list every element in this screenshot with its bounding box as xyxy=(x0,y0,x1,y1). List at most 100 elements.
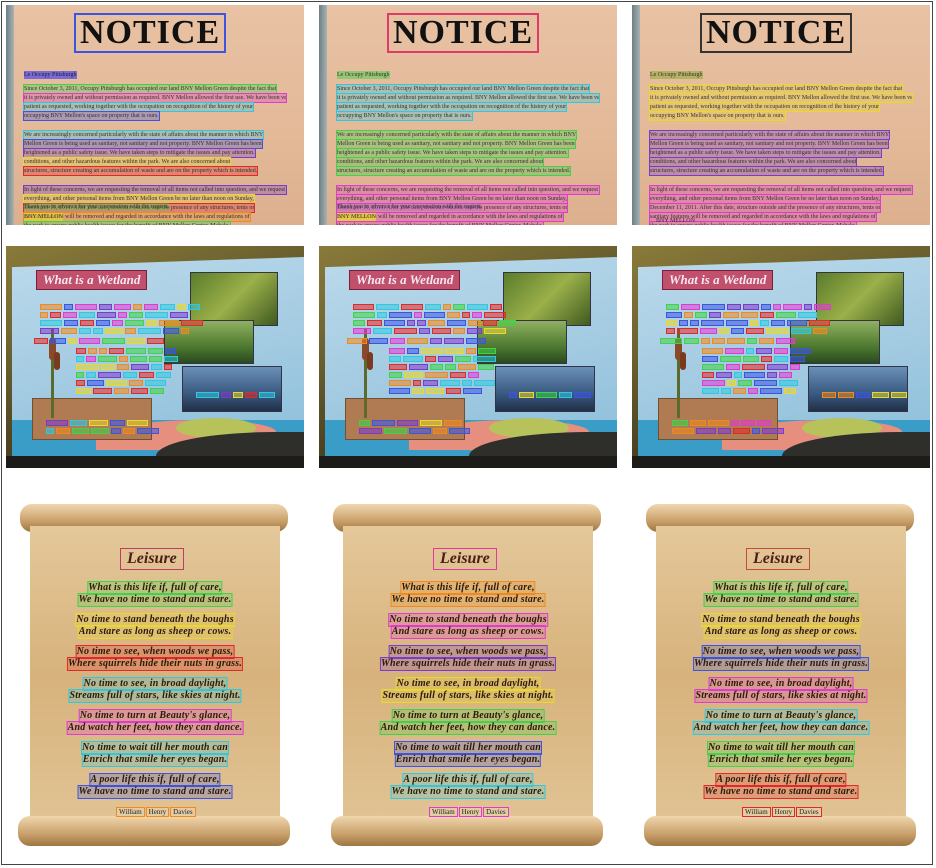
word-box xyxy=(389,364,407,370)
word-box xyxy=(409,428,431,434)
poem-line: Streams full of stars, like skies at nig… xyxy=(694,689,868,703)
word-box xyxy=(181,320,203,326)
scroll-panel-1: Leisure What is this life if, full of ca… xyxy=(6,498,304,860)
word-box xyxy=(137,428,159,434)
word-box xyxy=(259,392,275,398)
word-box xyxy=(672,420,688,426)
signature: BNY MELLON xyxy=(24,213,63,221)
word-box xyxy=(133,304,142,310)
word-box xyxy=(787,320,807,326)
word-box xyxy=(91,428,109,434)
word-box xyxy=(771,320,785,326)
word-box xyxy=(147,338,164,344)
word-box xyxy=(164,356,178,362)
word-box xyxy=(559,392,572,398)
poem-line: And watch her feet, how they can dance. xyxy=(692,721,870,735)
word-box xyxy=(791,328,811,334)
poem-line: No time to stand beneath the boughs xyxy=(701,613,861,627)
word-box xyxy=(760,320,769,326)
word-box xyxy=(118,312,127,318)
notice-line: heightened as a public safety issue. We … xyxy=(23,148,256,158)
word-box xyxy=(702,348,723,354)
word-box xyxy=(684,312,693,318)
word-box xyxy=(702,372,714,378)
photo-grass xyxy=(816,272,904,326)
notice-line: everything, and other personal items fro… xyxy=(336,194,568,204)
poem-line: And watch her feet, how they can dance. xyxy=(66,721,244,735)
notice-line: In light of these concerns, we are reque… xyxy=(23,185,287,195)
word-box xyxy=(813,328,827,334)
notice-line: sanitary features will be removed and re… xyxy=(23,212,251,222)
poem-line: Streams full of stars, like skies at nig… xyxy=(381,689,555,703)
word-box xyxy=(701,338,710,344)
word-box xyxy=(666,304,679,310)
greeting: Le Occupy Pittsburgh xyxy=(337,71,390,79)
thanks-text: Thank you in advance for your cooperatio… xyxy=(24,203,170,211)
poem-title: Leisure xyxy=(120,548,184,570)
poem-line: Where squirrels hide their nuts in grass… xyxy=(379,657,557,671)
word-box xyxy=(177,304,186,310)
word-box xyxy=(684,338,699,344)
word-box xyxy=(389,372,402,378)
poem-line: And watch her feet, how they can dance. xyxy=(379,721,557,735)
word-box xyxy=(110,420,125,426)
word-box xyxy=(458,364,476,370)
word-box xyxy=(696,428,716,434)
word-box xyxy=(89,420,108,426)
word-box xyxy=(98,372,121,378)
word-box xyxy=(404,372,423,378)
word-box xyxy=(790,348,811,354)
word-box xyxy=(127,420,148,426)
word-box xyxy=(747,338,757,344)
notice-line: Mellon Green is being used as sanitary, … xyxy=(336,139,576,149)
word-box xyxy=(377,312,387,318)
word-box xyxy=(125,320,144,326)
word-box xyxy=(767,372,777,378)
notice-title: NOTICE xyxy=(387,13,540,53)
word-box xyxy=(453,304,465,310)
word-box xyxy=(499,320,516,326)
notice-line: In light of these concerns, we are reque… xyxy=(336,185,600,195)
word-box xyxy=(425,356,436,362)
scroll-panel-2: Leisure What is this life if, full of ca… xyxy=(319,498,617,860)
word-box xyxy=(679,320,688,326)
word-box xyxy=(87,380,104,386)
photo-swamp xyxy=(495,366,595,412)
word-box xyxy=(760,388,782,394)
photo-pond xyxy=(790,320,880,364)
word-box xyxy=(681,304,700,310)
word-box xyxy=(151,364,162,370)
word-box xyxy=(467,328,482,334)
word-box xyxy=(741,312,758,318)
photo-grass xyxy=(503,272,591,326)
word-box xyxy=(726,364,740,370)
poem-line: And stare as long as sheep or cows. xyxy=(703,625,859,639)
word-box xyxy=(430,364,443,370)
word-box xyxy=(702,304,725,310)
word-box xyxy=(462,312,470,318)
word-box xyxy=(891,392,907,398)
poem-line: No time to see, when woods we pass, xyxy=(701,645,861,659)
word-box xyxy=(766,328,789,334)
word-box xyxy=(872,392,889,398)
poem-line: No time to see, in broad daylight, xyxy=(708,677,854,691)
word-box xyxy=(79,312,95,318)
word-box xyxy=(347,338,367,344)
poem-line: No time to turn at Beauty's glance, xyxy=(391,709,545,723)
word-box xyxy=(376,304,399,310)
word-box xyxy=(196,392,219,398)
word-box xyxy=(131,364,149,370)
word-box xyxy=(677,328,698,334)
word-box xyxy=(86,356,96,362)
poem-line: We have no time to stand and stare. xyxy=(77,593,233,607)
word-box xyxy=(779,380,798,386)
poem-line: Enrich that smile her eyes began. xyxy=(394,753,542,767)
greeting: Le Occupy Pittsburgh xyxy=(24,71,77,79)
word-box xyxy=(76,356,84,362)
word-box xyxy=(450,372,466,378)
word-box xyxy=(449,428,470,434)
word-box xyxy=(149,356,162,362)
word-box xyxy=(718,428,731,434)
word-box xyxy=(163,328,179,334)
word-box xyxy=(64,304,73,310)
